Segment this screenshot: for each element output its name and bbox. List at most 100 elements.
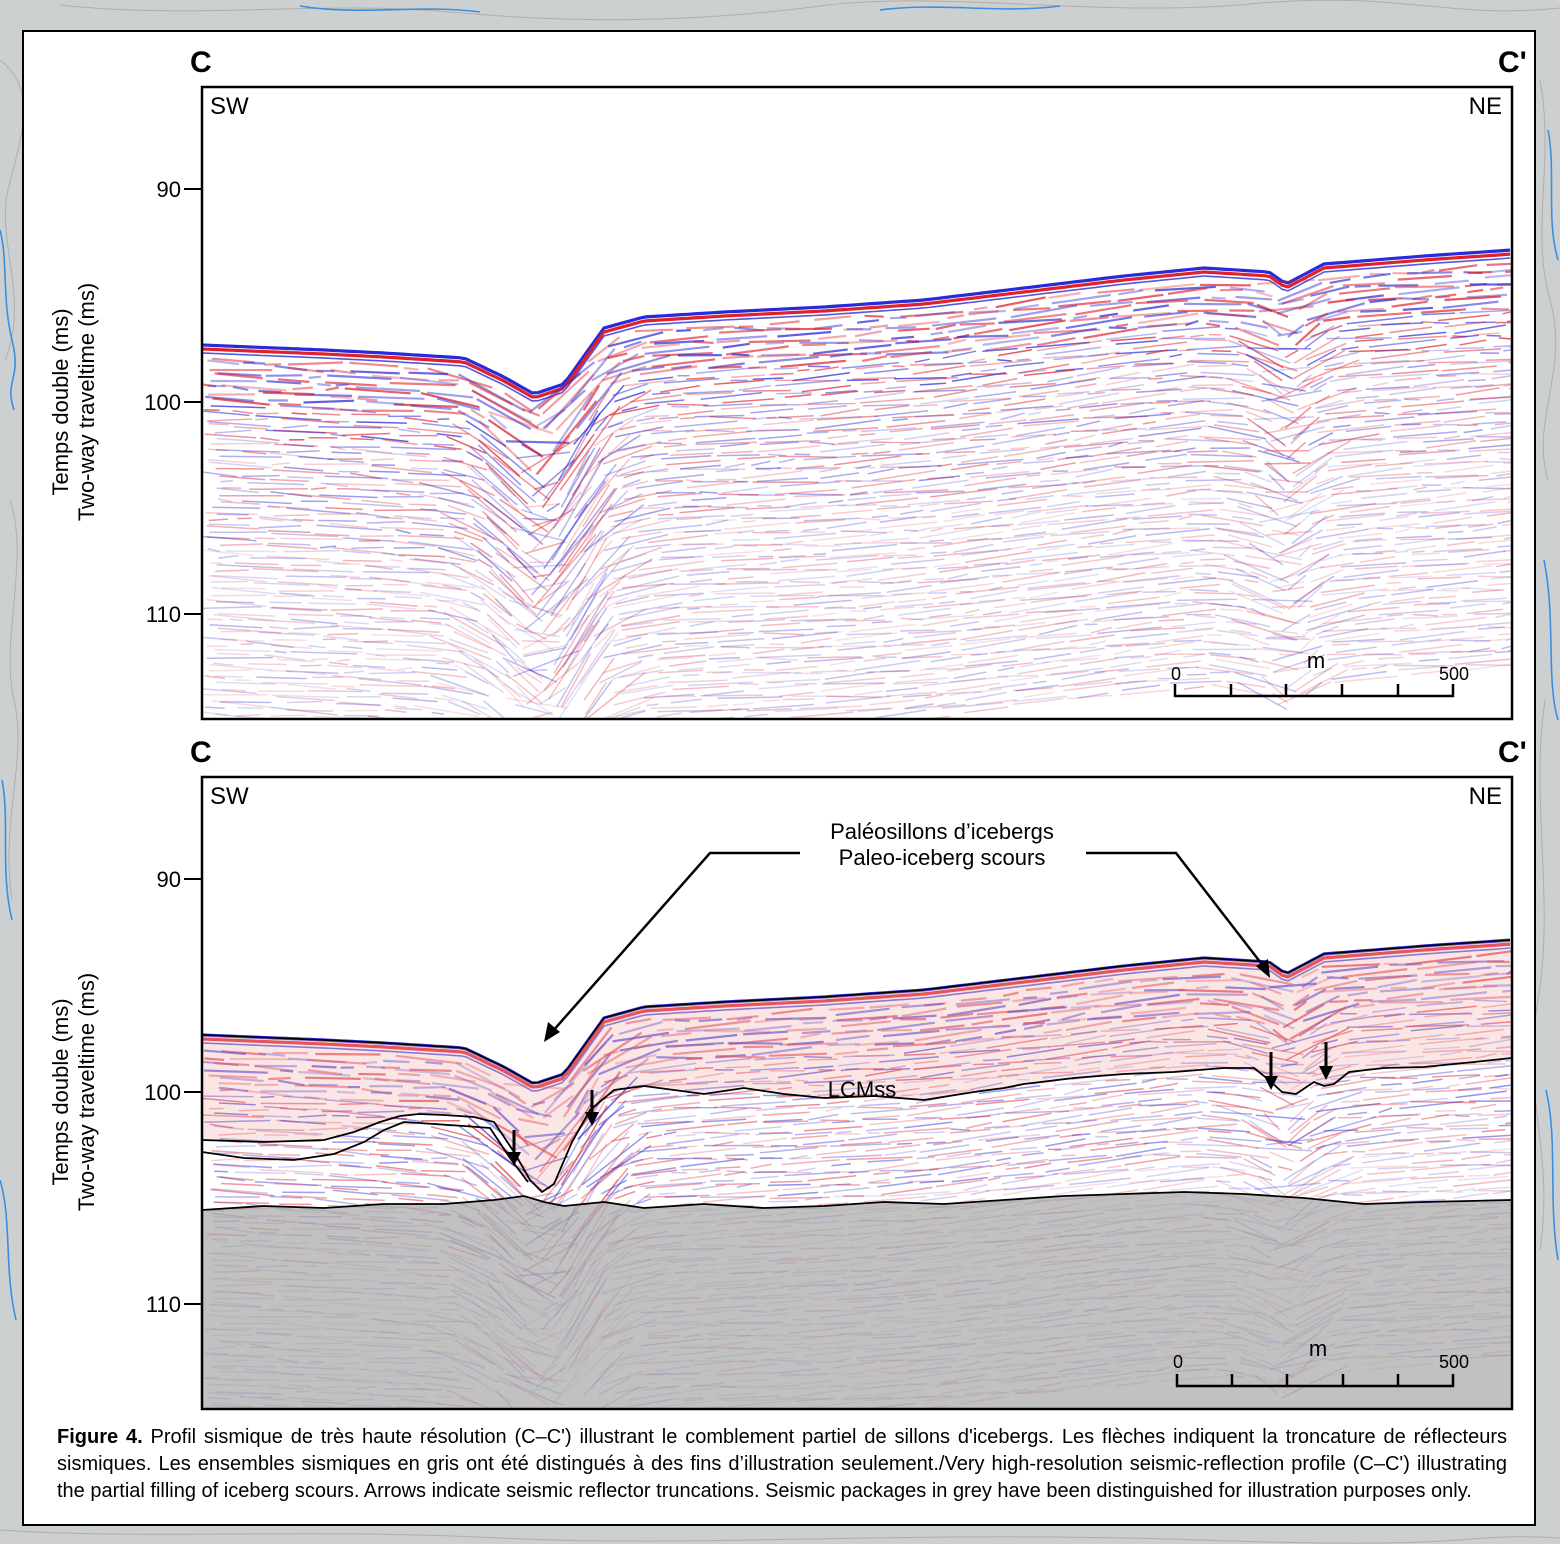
reflector-segment — [1477, 1113, 1512, 1117]
reflector-segment — [801, 1030, 831, 1035]
reflector-segment — [265, 555, 330, 561]
reflector-segment — [1075, 304, 1132, 316]
reflector-segment — [258, 1052, 285, 1057]
reflector-segment — [1138, 312, 1199, 325]
reflector-segment — [826, 1100, 850, 1105]
reflector-segment — [1310, 502, 1377, 515]
reflector-segment — [395, 1054, 463, 1065]
reflector-segment — [1354, 565, 1398, 570]
reflector-segment — [780, 359, 846, 368]
reflector-segment — [654, 474, 705, 481]
reflector-segment — [564, 612, 599, 674]
reflector-segment — [1009, 319, 1066, 332]
reflector-segment — [1172, 576, 1194, 581]
reflector-segment — [1017, 580, 1048, 587]
reflector-segment — [949, 691, 967, 697]
reflector-segment — [568, 1026, 613, 1084]
reflector-segment — [278, 1164, 333, 1168]
reflector-segment — [1346, 1141, 1385, 1148]
reflector-segment — [892, 1041, 957, 1048]
reflector-segment — [436, 1186, 464, 1192]
reflector-segment — [1077, 692, 1109, 699]
reflector-segment — [360, 488, 425, 494]
reflector-segment — [1288, 489, 1345, 520]
reflector-segment — [1185, 411, 1243, 417]
reflector-segment — [657, 709, 723, 713]
reflector-segment — [1388, 572, 1429, 578]
reflector-segment — [535, 400, 598, 476]
reflector-segment — [1471, 495, 1494, 502]
reflector-segment — [1042, 354, 1084, 359]
reflector-segment — [288, 493, 351, 500]
reflector-segment — [381, 692, 429, 695]
reflector-segment — [897, 579, 912, 584]
reflector-segment — [645, 1134, 663, 1139]
reflector-segment — [931, 437, 956, 441]
reflector-segment — [885, 326, 917, 330]
reflector-segment — [974, 1150, 1003, 1156]
reflector-segment — [1177, 309, 1218, 313]
reflector-segment — [1166, 1064, 1209, 1069]
reflector-segment — [1024, 1134, 1060, 1140]
reflector-segment — [1379, 515, 1410, 522]
reflector-segment — [1255, 1114, 1306, 1120]
y-axis-label-en: Two-way traveltime (ms) — [74, 283, 99, 521]
reflector-segment — [964, 477, 1017, 487]
reflector-segment — [949, 1165, 983, 1169]
reflector-segment — [1088, 351, 1120, 357]
reflector-segment — [1186, 460, 1255, 464]
reflector-segment — [920, 1195, 958, 1202]
reflector-segment — [750, 1066, 800, 1072]
reflector-segment — [1045, 1167, 1071, 1173]
reflector-segment — [854, 330, 883, 338]
reflector-segment — [1230, 976, 1294, 993]
reflector-segment — [274, 443, 318, 447]
reflector-segment — [773, 532, 837, 540]
reflector-segment — [891, 413, 954, 419]
reflector-segment — [1378, 1107, 1393, 1114]
reflector-segment — [717, 657, 754, 663]
reflector-segment — [1314, 462, 1329, 473]
reflector-segment — [570, 348, 616, 403]
reflector-segment — [930, 656, 963, 663]
reflector-segment — [1194, 1101, 1208, 1104]
reflector-segment — [939, 1048, 976, 1055]
reflector-segment — [777, 1191, 819, 1197]
reflector-segment — [329, 661, 348, 666]
reflector-segment — [1326, 513, 1385, 522]
reflector-segment — [1237, 605, 1295, 624]
reflector-segment — [1370, 998, 1416, 1003]
reflector-segment — [270, 644, 312, 650]
reflector-segment — [930, 421, 985, 428]
reflector-segment — [988, 419, 1027, 425]
reflector-segment — [1127, 440, 1155, 445]
reflector-segment — [1143, 1179, 1205, 1191]
reflector-segment — [371, 465, 433, 474]
reflector-segment — [533, 481, 559, 491]
reflector-segment — [1331, 670, 1387, 681]
reflector-segment — [993, 1172, 1034, 1178]
reflector-segment — [315, 1052, 381, 1056]
reflector-segment — [1211, 296, 1226, 300]
reflector-segment — [1401, 1085, 1434, 1092]
reflector-segment — [789, 492, 843, 496]
reflector-segment — [329, 624, 385, 631]
reflector-segment — [265, 374, 303, 377]
reflector-segment — [1384, 1013, 1405, 1018]
reflector-segment — [1213, 1022, 1238, 1027]
reflector-segment — [213, 1125, 244, 1130]
reflector-segment — [1171, 621, 1216, 628]
reflector-segment — [1172, 552, 1212, 558]
reflector-segment — [329, 445, 346, 451]
reflector-segment — [625, 1057, 679, 1069]
reflector-segment — [1106, 1165, 1122, 1169]
reflector-segment — [270, 490, 312, 498]
reflector-segment — [817, 1093, 841, 1097]
reflector-segment — [422, 422, 471, 430]
reflector-segment — [774, 707, 839, 713]
reflector-segment — [785, 327, 832, 331]
reflector-segment — [757, 444, 821, 453]
reflector-segment — [599, 1079, 664, 1102]
reflector-segment — [436, 397, 481, 411]
reflector-segment — [1018, 997, 1052, 1006]
